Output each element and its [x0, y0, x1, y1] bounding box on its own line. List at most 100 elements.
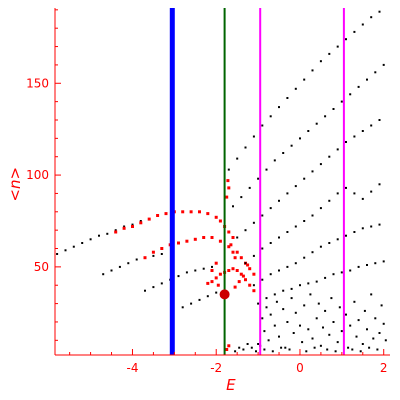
highlight-marker: [219, 289, 230, 300]
data-point: [294, 262, 297, 265]
data-point: [366, 78, 368, 81]
data-point: [252, 254, 255, 257]
data-point: [307, 130, 310, 132]
data-point-red: [189, 210, 193, 214]
data-point-red: [241, 274, 245, 278]
data-point: [361, 130, 364, 132]
data-point: [378, 10, 381, 13]
data-point-red: [218, 272, 222, 276]
data-point: [234, 350, 237, 353]
data-point-red: [246, 263, 250, 267]
data-point: [160, 253, 163, 255]
data-point-red: [227, 230, 231, 234]
data-point: [181, 306, 184, 309]
data-point-red: [231, 250, 235, 254]
data-point: [322, 326, 324, 329]
data-point: [261, 214, 264, 217]
data-point: [303, 177, 306, 180]
data-point-red: [160, 247, 164, 250]
data-point: [374, 71, 377, 74]
data-point: [278, 199, 280, 202]
data-point: [246, 343, 249, 345]
data-point-red: [177, 241, 180, 245]
data-point-red: [210, 269, 214, 272]
data-point: [185, 271, 188, 274]
data-point: [313, 346, 316, 349]
data-point: [378, 223, 381, 226]
data-point: [345, 313, 347, 316]
data-point: [261, 317, 264, 320]
data-point: [324, 276, 327, 279]
data-point: [110, 269, 113, 272]
data-point: [81, 242, 84, 244]
data-point-red: [226, 179, 230, 183]
data-point: [328, 52, 331, 55]
data-point: [319, 163, 322, 166]
data-point: [286, 321, 289, 323]
data-point: [315, 317, 318, 320]
data-point: [340, 271, 343, 274]
data-point: [353, 30, 356, 33]
data-point: [319, 60, 322, 63]
data-point: [357, 319, 360, 322]
data-point: [299, 324, 301, 327]
data-point-red: [248, 267, 252, 271]
data-point: [307, 282, 310, 285]
data-point: [269, 242, 272, 244]
data-point: [338, 306, 341, 309]
data-point: [305, 350, 308, 353]
data-point: [370, 190, 373, 193]
data-point: [311, 214, 314, 217]
data-point: [64, 249, 67, 252]
data-point: [236, 236, 239, 239]
data-point: [123, 225, 126, 228]
data-point: [255, 350, 257, 353]
data-point: [56, 253, 59, 255]
data-point: [152, 254, 155, 257]
data-point-red: [198, 210, 201, 214]
data-point: [330, 297, 333, 300]
data-point-red: [210, 280, 214, 284]
data-point-red: [252, 272, 256, 276]
data-point: [336, 192, 339, 195]
data-point: [349, 324, 352, 327]
data-point: [340, 100, 343, 103]
data-point: [345, 234, 347, 237]
data-point: [336, 238, 339, 241]
data-point: [361, 197, 364, 200]
data-point: [361, 227, 364, 230]
data-point: [382, 260, 385, 263]
data-point: [311, 69, 314, 72]
data-point: [278, 269, 280, 272]
data-point: [238, 346, 241, 349]
data-point: [357, 265, 360, 268]
data-point: [252, 221, 255, 224]
data-point: [278, 236, 280, 239]
data-point: [127, 262, 130, 265]
data-point: [303, 78, 306, 81]
y-axis-label: <n>: [6, 167, 24, 202]
data-point: [292, 332, 295, 334]
data-point: [357, 85, 360, 88]
vertical-reference-lines: [169, 8, 345, 355]
data-point: [288, 348, 291, 351]
data-point: [378, 183, 381, 186]
data-point: [336, 341, 339, 344]
data-point: [368, 346, 371, 349]
data-point: [299, 137, 301, 140]
data-point: [232, 205, 234, 208]
data-point: [278, 335, 280, 338]
x-tick-label: -2: [210, 361, 222, 375]
data-point: [206, 295, 209, 298]
data-point-red: [231, 267, 235, 271]
data-point-red: [237, 280, 241, 284]
data-point: [144, 289, 146, 292]
data-point: [382, 63, 385, 66]
data-point: [334, 350, 337, 353]
highlight-marker-layer: [219, 289, 230, 300]
data-point: [273, 324, 276, 327]
data-point: [257, 343, 260, 345]
data-point: [378, 119, 381, 121]
data-point: [340, 330, 343, 333]
